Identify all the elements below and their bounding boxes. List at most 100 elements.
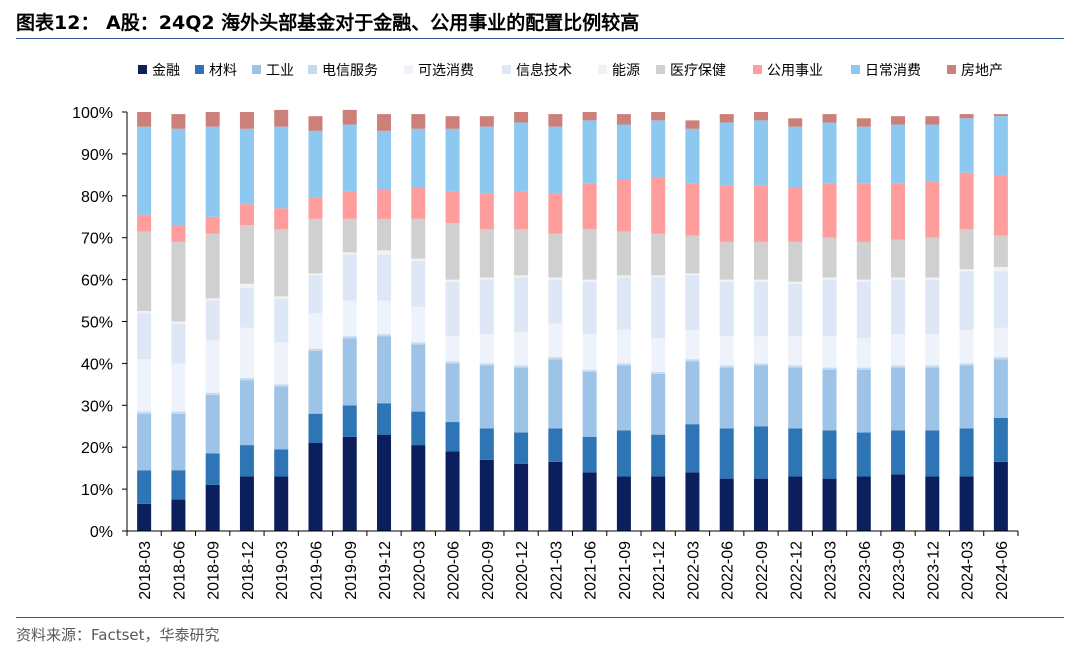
bar-segment <box>959 365 974 429</box>
bar-segment <box>959 172 974 230</box>
bar-segment <box>925 365 940 368</box>
bar-segment <box>514 229 529 276</box>
bar-segment <box>342 254 357 301</box>
bar-segment <box>479 363 494 366</box>
bar-segment <box>171 470 186 500</box>
y-tick-label: 60% <box>81 273 113 290</box>
bar-segment <box>205 394 220 454</box>
bar-segment <box>274 384 289 387</box>
bar-segment <box>856 476 871 531</box>
x-tick-label: 2021-12 <box>651 541 668 600</box>
bar-segment <box>719 281 734 337</box>
y-tick-label: 20% <box>81 440 113 457</box>
y-axis: 0% 10% 20% 30% 40% 50% 60% 70% 80% 90% 100% <box>72 105 128 541</box>
bar-segment <box>137 359 152 412</box>
bar-segment <box>685 329 700 360</box>
bar-segment <box>411 260 426 307</box>
bar-segment <box>479 334 494 364</box>
x-tick-label: 2022-12 <box>788 541 805 600</box>
bar-segment <box>788 336 803 366</box>
bar-stack <box>274 109 289 531</box>
y-tick-label: 0% <box>90 524 113 541</box>
bar-stack <box>788 118 803 531</box>
y-tick-label: 80% <box>81 189 113 206</box>
legend-item: 电信服务 <box>308 63 378 79</box>
bar-segment <box>719 478 734 531</box>
bar-segment <box>993 357 1008 360</box>
bar-segment <box>822 430 837 479</box>
bar-segment <box>856 338 871 368</box>
bar-segment <box>925 334 940 366</box>
bar-segment <box>137 231 152 312</box>
bar-segment <box>891 116 906 125</box>
bar-segment <box>822 279 837 337</box>
bar-segment <box>445 336 460 362</box>
bar-segment <box>925 116 940 125</box>
bar-segment <box>616 277 631 330</box>
bar-segment <box>788 281 803 284</box>
title-underline <box>16 38 1064 39</box>
legend-swatch <box>308 65 317 74</box>
bar-segment <box>582 472 597 531</box>
legend-swatch <box>947 65 956 74</box>
bar-segment <box>719 122 734 186</box>
bar-segment <box>205 392 220 395</box>
bar-segment <box>514 191 529 230</box>
bar-stack <box>582 112 597 531</box>
bar-stack <box>822 114 837 531</box>
bar-segment <box>137 470 152 504</box>
bar-segment <box>171 225 186 242</box>
x-axis: 2018-03 2018-06 2018-09 2018-12 2019-03 2019-… <box>126 530 1019 600</box>
bar-segment <box>993 174 1008 236</box>
bar-segment <box>411 306 426 343</box>
bar-segment <box>925 476 940 531</box>
bar-segment <box>342 336 357 339</box>
chart-title: 图表12： A股：24Q2 海外头部基金对于金融、公用事业的配置比例较高 <box>16 12 640 34</box>
bar-segment <box>411 258 426 261</box>
bar-segment <box>308 218 323 274</box>
bar-segment <box>239 225 254 284</box>
bar-segment <box>582 436 597 473</box>
bar-segment <box>582 371 597 437</box>
x-tick-label: 2020-12 <box>514 541 531 600</box>
bar-stack <box>548 114 563 531</box>
bar-segment <box>719 365 734 368</box>
bar-segment <box>548 233 563 278</box>
bar-segment <box>445 422 460 452</box>
bar-segment <box>514 275 529 278</box>
bar-segment <box>959 363 974 366</box>
bar-segment <box>856 126 871 184</box>
bar-segment <box>205 233 220 299</box>
bar-segment <box>891 279 906 335</box>
bar-segment <box>274 296 289 299</box>
legend-swatch <box>404 65 413 74</box>
bar-segment <box>479 193 494 230</box>
bar-stack <box>137 112 152 531</box>
y-tick-label: 100% <box>72 105 113 122</box>
bar-stack <box>479 116 494 531</box>
bar-segment <box>205 298 220 301</box>
bar-segment <box>377 403 392 435</box>
bar-segment <box>445 128 460 192</box>
bar-stack <box>651 112 666 531</box>
bar-segment <box>993 327 1008 358</box>
bar-segment <box>856 118 871 127</box>
bar-segment <box>719 241 734 280</box>
x-tick-label: 2022-06 <box>720 541 737 600</box>
bar-segment <box>548 357 563 360</box>
bar-segment <box>753 478 768 531</box>
legend-swatch <box>252 65 261 74</box>
bar-segment <box>308 130 323 198</box>
bar-segment <box>856 367 871 370</box>
bar-segment <box>582 112 597 121</box>
bar-segment <box>205 216 220 234</box>
legend-item: 信息技术 <box>502 62 572 79</box>
legend-label: 信息技术 <box>516 62 572 79</box>
bar-segment <box>274 342 289 385</box>
bar-segment <box>616 231 631 276</box>
bar-segment <box>993 461 1008 531</box>
bar-segment <box>993 359 1008 418</box>
bar-segment <box>377 334 392 337</box>
bar-segment <box>582 281 597 335</box>
bar-segment <box>788 365 803 368</box>
